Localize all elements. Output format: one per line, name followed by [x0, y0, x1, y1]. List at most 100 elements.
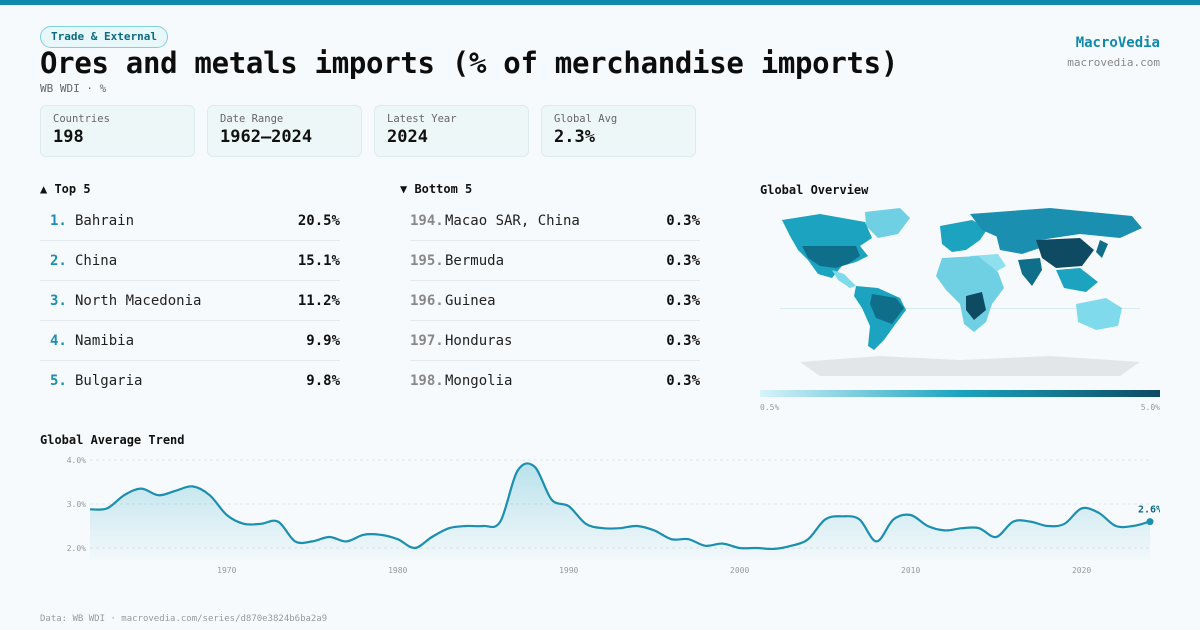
top5-list: 1. Bahrain 20.5% 2. China 15.1% 3. North Mace… — [40, 201, 340, 401]
africa[interactable] — [936, 256, 1004, 332]
rank-number: 195. — [410, 252, 444, 269]
rank-number: 194. — [410, 212, 444, 229]
x-tick-label: 2000 — [730, 566, 749, 575]
list-item[interactable]: 197. Honduras 0.3% — [410, 321, 700, 361]
stat-label: Date Range — [220, 113, 284, 125]
central-asia[interactable] — [996, 234, 1046, 254]
stat-card-date-range: Date Range 1962–2024 — [207, 105, 362, 157]
india[interactable] — [1018, 258, 1042, 286]
equator-line — [780, 308, 1140, 309]
stat-card-global-avg: Global Avg 2.3% — [541, 105, 696, 157]
country-name: North Macedonia — [75, 292, 202, 309]
russia[interactable] — [970, 208, 1142, 240]
stat-value: 1962–2024 — [220, 127, 313, 147]
top-accent-bar — [0, 0, 1200, 5]
y-tick-label: 3.0% — [67, 500, 86, 509]
rank-number: 197. — [410, 332, 444, 349]
australia[interactable] — [1076, 298, 1122, 330]
world-map[interactable]: 0.5% 5.0% — [760, 200, 1160, 415]
country-name: Honduras — [445, 332, 513, 349]
trend-end-label: 2.6% — [1138, 505, 1160, 516]
country-value: 0.3% — [666, 373, 700, 389]
stat-card-latest-year: Latest Year 2024 — [374, 105, 529, 157]
trend-title: Global Average Trend — [40, 433, 185, 447]
y-tick-label: 4.0% — [67, 456, 86, 465]
list-item[interactable]: 4. Namibia 9.9% — [40, 321, 340, 361]
brazil[interactable] — [870, 294, 904, 324]
country-value: 0.3% — [666, 332, 700, 349]
usa[interactable] — [802, 246, 860, 268]
page-subtitle: WB WDI · % — [40, 82, 107, 95]
rank-number: 196. — [410, 292, 444, 309]
southern-africa[interactable] — [966, 292, 986, 320]
japan[interactable] — [1096, 240, 1108, 258]
rank-number: 2. — [50, 252, 67, 269]
country-name: Macao SAR, China — [445, 212, 580, 229]
page-title: Ores and metals imports (% of merchandis… — [40, 46, 898, 80]
stat-value: 2.3% — [554, 127, 595, 147]
bottom5-list: 194. Macao SAR, China 0.3% 195. Bermuda 0.3%… — [410, 201, 700, 401]
trend-chart[interactable]: 2.0% 3.0% 4.0% 1970 1980 1990 2000 2010 2020 2.6% — [40, 450, 1160, 580]
list-item[interactable]: 195. Bermuda 0.3% — [410, 241, 700, 281]
country-value: 20.5% — [297, 212, 340, 229]
country-name: Guinea — [445, 292, 496, 309]
country-value: 0.3% — [666, 212, 700, 229]
top5-title: ▲ Top 5 — [40, 182, 91, 196]
trend-area — [90, 463, 1150, 560]
x-tick-label: 1980 — [388, 566, 407, 575]
trend-line — [89, 462, 1151, 551]
country-value: 9.9% — [306, 332, 340, 349]
bottom5-title: ▼ Bottom 5 — [400, 182, 473, 196]
x-tick-label: 2010 — [901, 566, 920, 575]
rank-number: 198. — [410, 373, 444, 389]
stat-label: Latest Year — [387, 113, 457, 125]
country-name: Bahrain — [75, 212, 135, 229]
stat-label: Global Avg — [554, 113, 618, 125]
stat-card-countries: Countries 198 — [40, 105, 195, 157]
brand-name: MacroVedia — [1075, 35, 1160, 51]
list-item[interactable]: 5. Bulgaria 9.8% — [40, 361, 340, 401]
central-america[interactable] — [832, 270, 856, 288]
country-value: 0.3% — [666, 292, 700, 309]
map-legend-min: 0.5% — [760, 403, 779, 412]
brand-url: macrovedia.com — [1067, 56, 1160, 69]
country-name: Bulgaria — [75, 373, 143, 389]
country-value: 9.8% — [306, 373, 340, 389]
x-tick-label: 1970 — [217, 566, 236, 575]
greenland[interactable] — [865, 208, 910, 238]
country-value: 0.3% — [666, 252, 700, 269]
rank-number: 3. — [50, 292, 67, 309]
category-tag[interactable]: Trade & External — [40, 26, 168, 48]
stat-value: 2024 — [387, 127, 428, 147]
stat-value: 198 — [53, 127, 84, 147]
country-value: 11.2% — [297, 292, 340, 309]
list-item[interactable]: 194. Macao SAR, China 0.3% — [410, 201, 700, 241]
rank-number: 5. — [50, 373, 67, 389]
country-name: China — [75, 252, 118, 269]
list-item[interactable]: 196. Guinea 0.3% — [410, 281, 700, 321]
list-item[interactable]: 198. Mongolia 0.3% — [410, 361, 700, 401]
brand[interactable]: MacroVedia macrovedia.com — [1067, 35, 1160, 69]
x-tick-label: 1990 — [559, 566, 578, 575]
rank-number: 4. — [50, 332, 67, 349]
footer-source: Data: WB WDI · macrovedia.com/series/d87… — [40, 614, 328, 624]
china[interactable] — [1036, 238, 1094, 268]
list-item[interactable]: 2. China 15.1% — [40, 241, 340, 281]
stat-label: Countries — [53, 113, 110, 125]
map-title: Global Overview — [760, 183, 869, 197]
trend-end-point — [1146, 518, 1154, 526]
country-value: 15.1% — [297, 252, 340, 269]
list-item[interactable]: 3. North Macedonia 11.2% — [40, 281, 340, 321]
europe[interactable] — [940, 220, 988, 252]
map-legend-bar — [760, 390, 1160, 397]
rank-number: 1. — [50, 212, 67, 229]
country-name: Bermuda — [445, 252, 505, 269]
x-tick-label: 2020 — [1072, 566, 1091, 575]
southeast-asia[interactable] — [1056, 268, 1098, 292]
country-name: Namibia — [75, 332, 135, 349]
antarctica[interactable] — [800, 356, 1140, 376]
y-tick-label: 2.0% — [67, 544, 86, 553]
list-item[interactable]: 1. Bahrain 20.5% — [40, 201, 340, 241]
country-name: Mongolia — [445, 373, 513, 389]
map-legend-max: 5.0% — [1141, 403, 1160, 412]
